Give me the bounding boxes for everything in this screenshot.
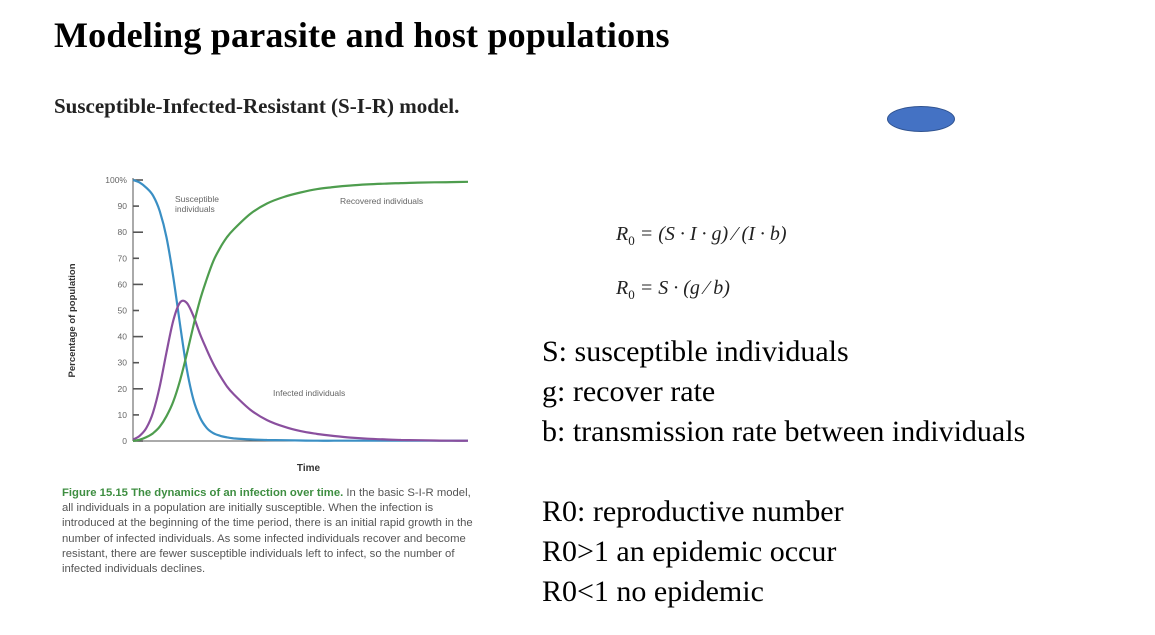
y-axis-label: Percentage of population (67, 263, 78, 377)
r0-note-item: R0: reproductive number (542, 495, 844, 528)
r0-full-rhs: = (S · I · g) ⁄ (I · b) (634, 223, 787, 245)
figure-label: Figure 15.15 (62, 487, 128, 499)
definition-item: g: recover rate (542, 375, 716, 408)
y-tick-label: 90 (118, 201, 128, 211)
r0-notes: R0: reproductive number R0>1 an epidemic… (542, 492, 844, 612)
figure-title: The dynamics of an infection over time. (131, 487, 344, 499)
r0-note-item: R0>1 an epidemic occur (542, 535, 837, 568)
recovered-series-label: Recovered individuals (340, 196, 423, 206)
y-tick-label: 0 (122, 436, 127, 446)
y-tick-label: 30 (118, 358, 128, 368)
slide-title: Modeling parasite and host populations (54, 15, 670, 55)
y-tick-label: 100% (105, 175, 127, 185)
r0-note-item: R0<1 no epidemic (542, 575, 764, 608)
definition-item: S: susceptible individuals (542, 335, 849, 368)
sir-chart-svg: 0 10 20 30 40 50 60 70 80 90 100% Time Percentage of… (67, 175, 469, 474)
figure-body: In the basic S-I-R model, all individual… (62, 487, 473, 576)
sir-chart: 0 10 20 30 40 50 60 70 80 90 100% Time Percentage of… (60, 168, 480, 478)
recovered-curve (132, 180, 469, 443)
r0-formula-full: R0 = (S · I · g) ⁄ (I · b) (616, 223, 787, 249)
r0-symbol: R (616, 223, 629, 245)
slide-subtitle: Susceptible-Infected-Resistant (S-I-R) m… (54, 94, 460, 118)
r0-simplified-rhs: = S · (g ⁄ b) (634, 277, 730, 299)
y-tick-label: 80 (118, 227, 128, 237)
x-axis-label: Time (297, 463, 321, 474)
y-tick-label: 10 (118, 410, 128, 420)
blue-oval-shape (887, 106, 955, 132)
y-tick-label: 50 (118, 306, 128, 316)
y-tick-label: 70 (118, 253, 128, 263)
y-tick-label: 60 (118, 279, 128, 289)
r0-subscript: 0 (628, 287, 635, 302)
susceptible-curve (132, 178, 468, 442)
infected-curve (132, 299, 469, 442)
figure-caption: Figure 15.15 The dynamics of an infectio… (62, 486, 480, 577)
variable-definitions: S: susceptible individuals g: recover ra… (542, 332, 1025, 452)
susceptible-series-label: Susceptible individuals (175, 194, 219, 214)
y-tick-label: 20 (118, 384, 128, 394)
r0-subscript: 0 (628, 233, 635, 248)
r0-formula-simplified: R0 = S · (g ⁄ b) (616, 277, 730, 303)
definition-item: b: transmission rate between individuals (542, 415, 1026, 448)
y-tick-label: 40 (118, 332, 128, 342)
r0-symbol: R (616, 277, 629, 299)
infected-series-label: Infected individuals (273, 388, 345, 398)
